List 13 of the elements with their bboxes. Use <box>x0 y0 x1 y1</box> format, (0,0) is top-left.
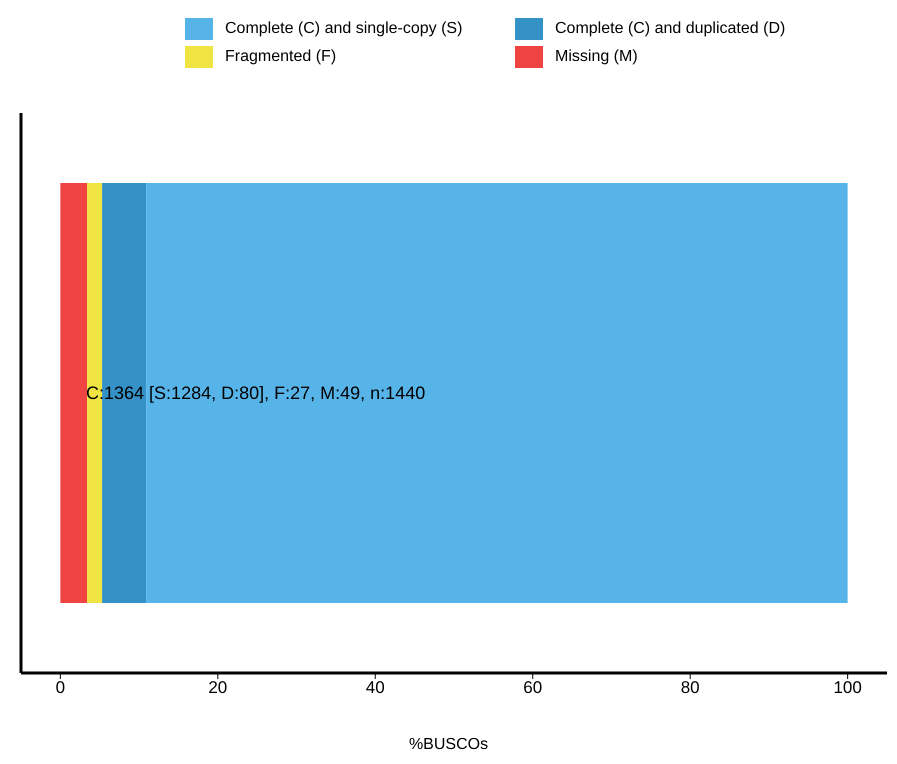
legend-label: Fragmented (F) <box>225 48 336 66</box>
legend-label: Complete (C) and single-copy (S) <box>225 20 462 38</box>
x-tick-label: 40 <box>366 678 385 698</box>
bar <box>146 183 848 603</box>
legend-label: Complete (C) and duplicated (D) <box>555 20 786 38</box>
x-tick-label: 20 <box>208 678 228 698</box>
x-tick-label: 0 <box>56 678 66 698</box>
bar <box>60 183 88 603</box>
x-tick-label: 60 <box>523 678 542 698</box>
legend-label: Missing (M) <box>555 48 638 66</box>
x-tick-label: 80 <box>680 678 700 698</box>
x-tick-label: 100 <box>833 678 862 698</box>
x-axis-title: %BUSCOs <box>408 736 490 754</box>
